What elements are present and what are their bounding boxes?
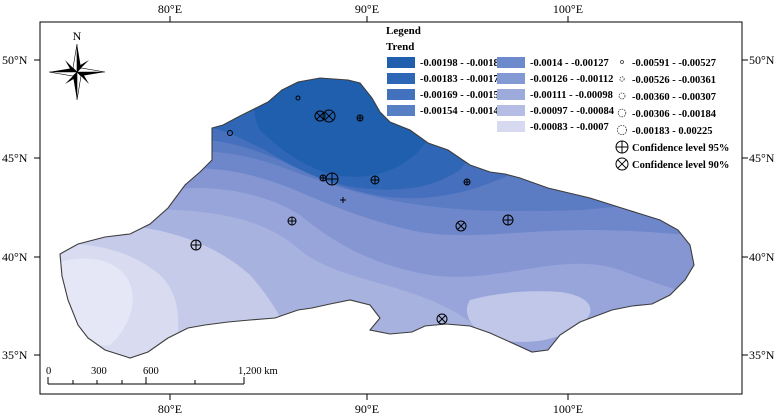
scale-bar [47, 377, 245, 385]
left-lat-label-40: 40°N [2, 250, 28, 264]
legend-label-6: -0.00126 - -0.00112 [530, 74, 613, 85]
bottom-lon-label-90: 90°E [355, 402, 379, 416]
legend-symbol-label-2: -0.00526 - -0.00361 [632, 75, 716, 86]
legend-subtitle: Trend [386, 41, 414, 53]
scale-tick-600: 600 [143, 366, 159, 377]
legend-symbol-4-icon [617, 108, 627, 118]
top-lon-label-100: 100°E [553, 2, 583, 16]
north-arrow-icon [48, 43, 106, 101]
station-circle-plus-icon [325, 172, 339, 186]
station-circle-plus-icon [502, 214, 514, 226]
legend-swatch-9 [497, 121, 525, 132]
left-lat-label-35: 35°N [2, 348, 28, 362]
legend-label-7: -0.00111 - -0.00098 [530, 90, 613, 101]
frame-ticks [34, 16, 748, 400]
legend-swatch-2 [387, 73, 415, 84]
legend-swatch-5 [497, 57, 525, 68]
top-lon-label-80: 80°E [158, 2, 182, 16]
right-lat-label-35: 35°N [749, 348, 775, 362]
legend-swatch-6 [497, 73, 525, 84]
legend-swatch-1 [387, 57, 415, 68]
legend-title: Legend [386, 25, 421, 37]
station-circle-plus-icon [463, 178, 471, 186]
legend-label-8: -0.00097 - -0.00084 [530, 106, 615, 117]
legend-symbol-3-icon [618, 92, 626, 100]
station-circle-plus-icon [356, 114, 364, 122]
legend-label-9: -0.00083 - -0.0007 [530, 122, 609, 133]
scale-tick-300: 300 [91, 366, 107, 377]
region-boundary [59, 77, 695, 359]
contour-band-5b [466, 291, 591, 342]
contour-band-9b [60, 258, 133, 346]
north-label: N [73, 29, 82, 43]
legend-label-2: -0.00183 - -0.0017 [420, 74, 499, 85]
legend-swatch-4 [387, 105, 415, 116]
station-circle-x-icon [314, 110, 326, 122]
right-lat-label-45: 45°N [749, 151, 775, 165]
station-circle-plus-icon [295, 95, 301, 101]
bottom-lon-label-80: 80°E [158, 402, 182, 416]
legend-symbol-label-4: -0.00306 - -0.00184 [632, 109, 717, 120]
station-circle-plus-icon [319, 174, 327, 182]
left-lat-label-45: 45°N [2, 151, 28, 165]
station-circle-plus-icon [370, 175, 380, 185]
legend-symbol-1-icon [620, 60, 624, 64]
legend-label-1: -0.00198 - -0.00184 [420, 58, 505, 69]
legend-swatch-8 [497, 105, 525, 116]
circle-x-icon [615, 157, 629, 171]
scale-tick-0: 0 [46, 366, 51, 377]
legend-label-3: -0.00169 - -0.00155 [420, 90, 504, 101]
left-lat-label-50: 50°N [2, 53, 28, 67]
station-circle-x-icon [455, 220, 467, 232]
station-circle-plus-icon [227, 130, 233, 136]
station-circle-x-icon [322, 109, 336, 123]
station-circle-x-icon [436, 313, 448, 325]
legend-symbol-label-1: -0.00591 - -0.00527 [632, 58, 716, 69]
legend-label-4: -0.00154 - -0.00141 [420, 106, 504, 117]
station-markers [190, 95, 514, 325]
circle-plus-icon [615, 140, 629, 154]
legend-symbol-label-3: -0.00360 - -0.00307 [632, 92, 716, 103]
legend-swatch-3 [387, 89, 415, 100]
station-circle-plus-icon [287, 216, 297, 226]
station-circle-plus-icon [190, 239, 202, 251]
map-frame [39, 21, 743, 395]
legend-swatch-7 [497, 89, 525, 100]
legend-label-5: -0.0014 - -0.00127 [530, 58, 609, 69]
right-lat-label-40: 40°N [749, 250, 775, 264]
bottom-lon-label-100: 100°E [553, 402, 583, 416]
top-lon-label-90: 90°E [355, 2, 379, 16]
legend-symbol-label-5: -0.00183 - 0.00225 [632, 126, 713, 137]
legend-confidence-90-label: Confidence level 90% [632, 160, 729, 171]
station-circle-plus-icon [340, 197, 346, 203]
legend: Legend Trend -0.00198 - -0.00184 -0.0018… [386, 25, 729, 171]
scale-tick-1200: 1,200 km [238, 366, 278, 377]
legend-symbol-2-icon [619, 76, 625, 82]
legend-symbol-5-icon [617, 125, 628, 136]
legend-confidence-95-label: Confidence level 95% [632, 143, 729, 154]
right-lat-label-50: 50°N [749, 53, 775, 67]
